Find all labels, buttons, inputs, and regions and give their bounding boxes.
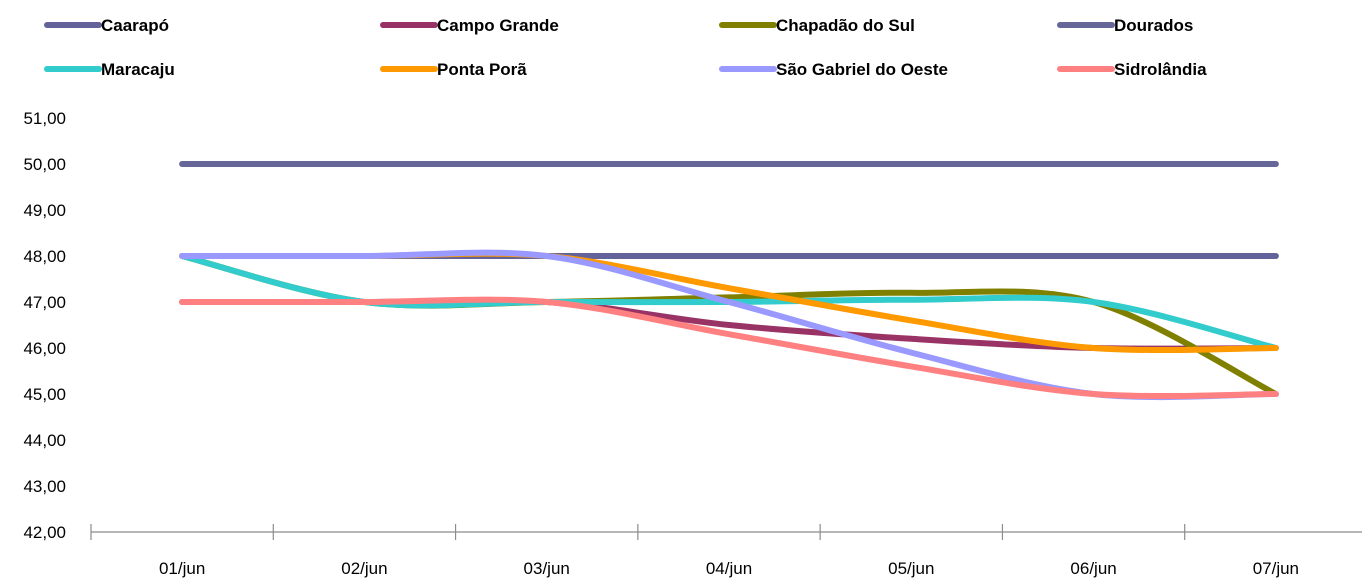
plot-area [179,160,1279,401]
y-tick-label: 49,00 [23,201,66,220]
legend-item: Maracaju [44,60,175,79]
legend-label: Chapadão do Sul [776,16,915,35]
x-tick-label: 03/jun [524,559,570,578]
y-axis: 42,00 43,00 44,00 45,00 46,00 47,00 48,00 49,00… [23,109,66,542]
legend-item: São Gabriel do Oeste [719,60,948,79]
x-axis: 01/jun 02/jun 03/jun 04/jun 05/jun 06/jun 07/j… [90,524,1362,578]
legend-item: Chapadão do Sul [719,16,915,35]
legend-item: Ponta Porã [380,60,527,79]
legend-label: Ponta Porã [437,60,527,79]
y-tick-label: 47,00 [23,293,66,312]
y-tick-label: 43,00 [23,477,66,496]
legend-item: Sidrolândia [1057,60,1207,79]
x-tick-label: 04/jun [706,559,752,578]
legend-label: Campo Grande [437,16,559,35]
y-tick-label: 46,00 [23,339,66,358]
y-tick-label: 51,00 [23,109,66,128]
legend-label: Maracaju [101,60,175,79]
x-tick-label: 05/jun [888,559,934,578]
legend-label: Caarapó [101,16,169,35]
legend-item: Campo Grande [380,16,559,35]
y-tick-label: 44,00 [23,431,66,450]
legend: Caarapó Campo Grande Chapadão do Sul Dourad… [44,16,1207,79]
y-tick-label: 50,00 [23,155,66,174]
legend-item: Caarapó [44,16,169,35]
legend-item: Dourados [1057,16,1193,35]
y-tick-label: 42,00 [23,523,66,542]
y-tick-label: 45,00 [23,385,66,404]
x-tick-label: 02/jun [341,559,387,578]
series-line [179,296,1279,400]
x-tick-label: 01/jun [159,559,205,578]
legend-label: Sidrolândia [1114,60,1207,79]
y-tick-label: 48,00 [23,247,66,266]
x-tick-label: 07/jun [1253,559,1299,578]
x-tick-label: 06/jun [1070,559,1116,578]
legend-label: Dourados [1114,16,1193,35]
legend-label: São Gabriel do Oeste [776,60,948,79]
